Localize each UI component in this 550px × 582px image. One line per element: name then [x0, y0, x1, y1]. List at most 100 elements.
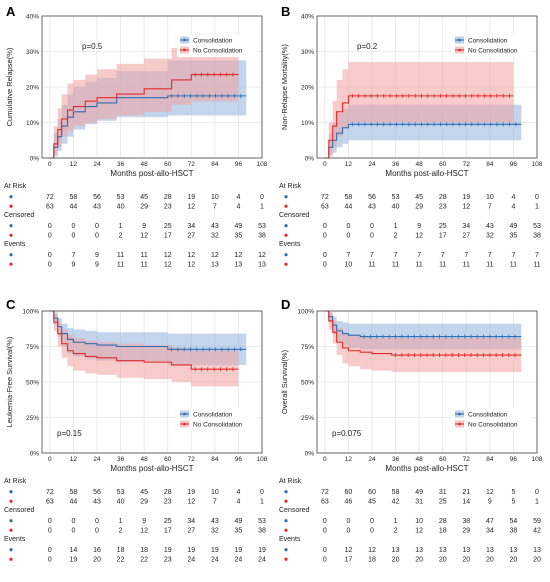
y-tick-label: 50%: [26, 380, 39, 387]
risk-row-marker: [284, 548, 288, 552]
risk-count: 13: [462, 547, 470, 554]
risk-count: 7: [417, 252, 421, 259]
plot-frame: [316, 310, 538, 454]
risk-count: 19: [462, 194, 470, 201]
risk-count: 32: [486, 233, 494, 240]
p-value: p=0.075: [332, 429, 362, 438]
y-tick-label: 50%: [301, 380, 314, 387]
risk-count: 0: [323, 252, 327, 259]
plot-frame: [41, 310, 263, 454]
risk-count: 0: [71, 528, 75, 535]
risk-count: 0: [323, 518, 327, 525]
risk-count: 14: [462, 499, 470, 506]
y-tick-label: 20%: [26, 85, 39, 92]
risk-row-marker: [9, 253, 13, 257]
x-tick-label: 60: [164, 161, 172, 168]
risk-count: 12: [211, 252, 219, 259]
legend: [452, 34, 532, 57]
risk-count: 12: [462, 204, 470, 211]
risk-row-marker: [284, 499, 288, 503]
risk-count: 1: [394, 518, 398, 525]
risk-row-marker: [9, 499, 13, 503]
y-tick-label: 75%: [301, 344, 314, 351]
risk-count: 13: [486, 547, 494, 554]
risk-count: 20: [415, 557, 423, 564]
risk-count: 0: [370, 518, 374, 525]
x-tick-label: 84: [211, 161, 219, 168]
risk-count: 28: [164, 194, 172, 201]
y-axis-label: Cumulative Relapse(%): [5, 47, 14, 126]
risk-count: 42: [533, 528, 541, 535]
x-tick-label: 84: [486, 161, 494, 168]
x-axis-label: Months post-allo-HSCT: [385, 464, 468, 473]
risk-count: 7: [441, 252, 445, 259]
risk-row-marker: [9, 195, 13, 199]
risk-section-label: Events: [279, 241, 301, 248]
plot-frame: [316, 15, 538, 159]
risk-count: 11: [463, 262, 470, 269]
risk-count: 18: [117, 547, 125, 554]
risk-count: 0: [346, 528, 350, 535]
risk-count: 12: [415, 528, 423, 535]
risk-count: 38: [462, 518, 470, 525]
risk-count: 0: [48, 557, 52, 564]
x-tick-label: 0: [323, 161, 327, 168]
risk-count: 1: [535, 499, 539, 506]
risk-count: 56: [93, 489, 101, 496]
legend: [177, 408, 257, 431]
risk-count: 0: [323, 557, 327, 564]
x-tick-label: 72: [463, 161, 471, 168]
risk-count: 13: [258, 262, 266, 269]
y-tick-label: 0%: [305, 156, 315, 163]
risk-count: 12: [187, 204, 195, 211]
risk-section-label: At Risk: [279, 183, 302, 190]
y-tick-label: 10%: [301, 120, 314, 127]
risk-count: 12: [164, 262, 172, 269]
risk-count: 43: [93, 204, 101, 211]
y-tick-label: 75%: [26, 344, 39, 351]
risk-count: 49: [235, 518, 243, 525]
risk-count: 35: [235, 233, 243, 240]
risk-section-label: Events: [279, 536, 301, 543]
panel-d: D0%25%50%75%100%0 12 24 36 48 60 72 84 96 108Mont…: [279, 297, 543, 564]
risk-count: 22: [140, 557, 148, 564]
risk-count: 23: [439, 204, 447, 211]
risk-count: 0: [71, 233, 75, 240]
risk-row-marker: [284, 233, 288, 237]
risk-count: 34: [187, 223, 195, 230]
x-tick-label: 96: [235, 456, 243, 463]
risk-count: 24: [235, 557, 243, 564]
x-tick-label: 84: [211, 456, 219, 463]
risk-count: 0: [260, 489, 264, 496]
legend-dot: [183, 422, 186, 426]
risk-section-label: At Risk: [279, 478, 302, 485]
risk-count: 0: [370, 233, 374, 240]
risk-count: 53: [117, 489, 125, 496]
risk-count: 20: [486, 557, 494, 564]
risk-count: 11: [117, 252, 124, 259]
p-value: p=0.2: [357, 42, 378, 51]
risk-count: 2: [394, 233, 398, 240]
risk-row-marker: [9, 262, 13, 266]
risk-count: 7: [71, 252, 75, 259]
risk-count: 0: [346, 223, 350, 230]
risk-count: 38: [510, 528, 518, 535]
risk-count: 1: [535, 204, 539, 211]
x-axis-label: Months post-allo-HSCT: [385, 169, 468, 178]
risk-count: 43: [486, 223, 494, 230]
legend: [177, 34, 257, 57]
legend-dot: [183, 412, 186, 416]
risk-row-marker: [9, 528, 13, 532]
risk-count: 29: [462, 528, 470, 535]
x-tick-label: 108: [257, 456, 268, 463]
risk-count: 25: [439, 223, 447, 230]
panel-letter: B: [281, 4, 290, 19]
risk-count: 24: [187, 557, 195, 564]
risk-row-marker: [284, 253, 288, 257]
x-tick-label: 12: [70, 456, 78, 463]
risk-count: 63: [46, 204, 54, 211]
risk-count: 0: [48, 262, 52, 269]
risk-count: 10: [211, 194, 219, 201]
risk-count: 12: [187, 262, 195, 269]
y-tick-label: 0%: [30, 451, 40, 458]
